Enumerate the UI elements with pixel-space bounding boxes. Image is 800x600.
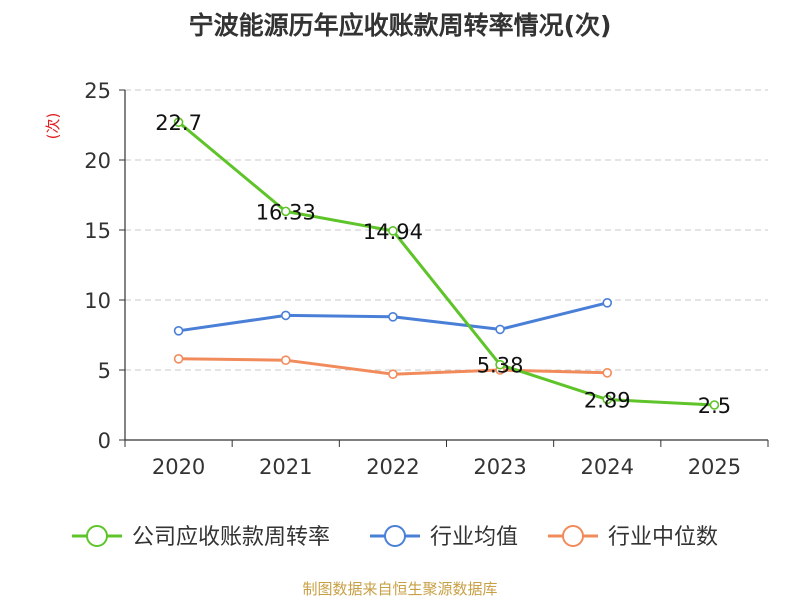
x-tick-label: 2021 [259,455,312,479]
x-tick-label: 2020 [152,455,205,479]
legend-marker [562,525,584,547]
data-labels: 22.7 16.33 14.94 5.38 2.89 2.5 [155,111,731,418]
data-point[interactable] [173,117,184,127]
x-tick-label: 2023 [473,455,526,479]
data-point[interactable] [280,355,291,366]
y-tick-label: 20 [84,149,111,173]
data-label: 5.38 [477,354,524,378]
y-tick-label: 25 [84,79,111,103]
data-point[interactable] [602,394,613,405]
data-point[interactable] [280,206,291,217]
data-label: 14.94 [363,220,423,244]
data-point[interactable] [173,353,184,364]
data-point[interactable] [495,324,505,335]
data-point[interactable] [602,367,613,378]
x-tick-label: 2024 [581,455,634,479]
y-axis-label: (次) [44,113,62,140]
series-line [177,121,715,407]
legend-item[interactable]: 行业均值 [370,525,518,550]
legend-label: 行业中位数 [608,525,718,550]
x-tick-label: 2022 [366,455,419,479]
legend-label: 行业均值 [430,525,518,550]
data-label: 22.7 [155,111,202,135]
data-point[interactable] [388,369,398,380]
legend-item[interactable]: 行业中位数 [548,525,718,550]
chart-title: 宁波能源历年应收账款周转率情况(次) [188,11,612,40]
x-tick-label: 2025 [688,455,741,479]
data-label: 2.5 [698,394,731,418]
legend-label: 公司应收账款周转率 [132,525,330,550]
legend[interactable]: 公司应收账款周转率 行业均值 行业中位数 [72,525,718,550]
grid-lines [125,89,768,371]
data-point[interactable] [602,297,613,308]
data-point[interactable] [388,311,398,322]
legend-marker [86,525,108,547]
y-tick-label: 5 [98,359,111,383]
series-group [173,117,720,410]
legend-item[interactable]: 公司应收账款周转率 [72,525,330,550]
y-tick-label: 15 [84,219,111,243]
data-point[interactable] [709,400,720,410]
source-note: 制图数据来自恒生聚源数据库 [302,580,498,598]
data-point[interactable] [173,325,184,336]
y-tick-label: 0 [98,429,111,453]
data-point[interactable] [280,310,291,321]
legend-marker [384,525,406,547]
data-point[interactable] [495,359,505,370]
data-label: 2.89 [584,389,631,413]
y-tick-label: 10 [84,289,111,313]
data-point[interactable] [388,226,398,236]
data-label: 16.33 [256,200,316,224]
